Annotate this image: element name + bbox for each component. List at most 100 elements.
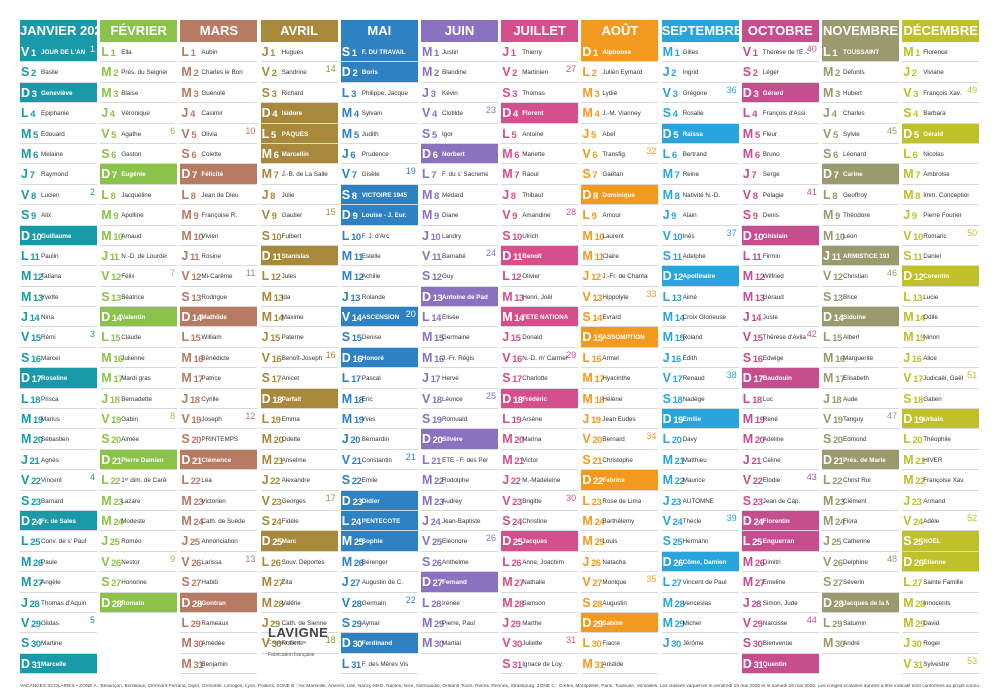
- day-number: 26: [109, 557, 121, 569]
- saint-name: Isidore: [281, 110, 303, 118]
- day-letter: J 22: [262, 474, 281, 488]
- day-letter: S 6: [181, 148, 196, 162]
- day-row: S 13 Brice: [822, 286, 899, 308]
- week-number: 27: [566, 64, 577, 75]
- day-row: D 11 Stanislas: [260, 245, 338, 267]
- weekday-letter: V: [21, 330, 29, 345]
- day-number: 6: [430, 149, 438, 161]
- weekday-letter: M: [261, 575, 272, 590]
- day-letter: M 1: [422, 46, 439, 60]
- day-letter: M 13: [21, 290, 43, 305]
- weekday-letter: M: [742, 146, 753, 161]
- weekday-letter: M: [903, 330, 914, 345]
- day-letter: J 20: [342, 433, 361, 447]
- weekday-letter: M: [582, 106, 593, 121]
- month-12: DÉCEMBRE M 1 Florence J 2 Viviane V 3 François…: [902, 20, 980, 675]
- day-number: 19: [268, 415, 281, 427]
- weekday-letter: D: [582, 473, 591, 488]
- day-row: M 14 Odile: [902, 307, 980, 328]
- day-letter: V 16: [262, 352, 282, 366]
- weekday-letter: M: [662, 330, 673, 345]
- day-letter: V 23: [502, 494, 522, 509]
- day-row: M 31 Aristide: [581, 654, 659, 675]
- month-header: MARS: [180, 20, 258, 42]
- weekday-letter: V: [341, 167, 350, 182]
- day-letter: D 31: [743, 657, 764, 672]
- saint-name: Pascal: [361, 375, 381, 383]
- day-letter: D 17: [743, 372, 764, 386]
- day-row: S 17 Charlotte: [501, 368, 579, 389]
- day-number: 24: [269, 516, 282, 528]
- day-letter: J 1: [502, 46, 516, 60]
- day-number: 14: [913, 313, 925, 325]
- day-number: 10: [348, 231, 361, 243]
- day-row: J 21 Céline: [741, 450, 819, 471]
- day-letter: D 28: [101, 596, 122, 611]
- saint-name: Bienvenue: [762, 640, 793, 648]
- day-letter: L 31: [342, 657, 361, 672]
- day-number: 8: [508, 190, 516, 202]
- day-number: 10: [510, 231, 522, 243]
- day-row: M 20 Marina: [501, 429, 579, 450]
- saint-name: Rodrigue: [201, 293, 227, 301]
- week-number: 41: [806, 186, 817, 197]
- saint-name: Matthieu: [682, 456, 707, 464]
- day-row: J 26 Natacha: [581, 552, 659, 573]
- weekday-letter: L: [582, 493, 590, 508]
- day-letter: M 25: [342, 535, 364, 549]
- saint-name: Yves: [361, 416, 376, 424]
- day-letter: J 8: [262, 188, 276, 203]
- day-row: L 26 Souv. Déportés: [260, 552, 338, 573]
- day-number: 28: [512, 598, 524, 610]
- week-number: 47: [886, 411, 897, 422]
- weekday-letter: S: [21, 493, 29, 508]
- day-row: D 14 Valentin: [100, 307, 178, 328]
- saint-name: François d'Assi.: [762, 110, 808, 118]
- day-row: V 23 Brigitte 30: [501, 491, 579, 511]
- day-row: L 5 Antoine: [501, 124, 579, 144]
- day-letter: V 17: [663, 372, 683, 386]
- day-row: D 2 Boris: [340, 62, 418, 83]
- day-row: L 1 Ella: [100, 42, 178, 63]
- day-letter: D 9: [342, 209, 358, 223]
- day-row: L 2 Julien Eymard: [581, 62, 659, 83]
- saint-name: Françoise Xav.: [923, 477, 965, 485]
- day-row: J 18 Aude: [822, 389, 899, 410]
- saint-name: Estelle: [361, 252, 381, 260]
- weekday-letter: D: [582, 45, 591, 59]
- day-letter: S 3: [502, 87, 517, 101]
- month-10: OCTOBRE V 1 Thérèse de l'E.-J. 40 S 2 Léger D …: [741, 20, 819, 675]
- day-letter: J 17: [422, 372, 441, 386]
- saint-name: Henri, Joël: [522, 293, 553, 301]
- saint-name: ÉTÉ - F. des Pères: [442, 456, 488, 464]
- day-number: 25: [510, 537, 523, 549]
- day-letter: V 13: [582, 290, 602, 305]
- day-letter: L 12: [262, 270, 281, 284]
- day-letter: L 22: [101, 474, 120, 488]
- day-row: L 25 Enguerran: [741, 531, 819, 552]
- day-row: M 7 Raoul: [501, 164, 579, 185]
- weekday-letter: M: [181, 636, 192, 651]
- day-letter: D 28: [181, 596, 202, 611]
- day-letter: V 11: [422, 250, 442, 264]
- day-row: D 30 Ferdinand: [340, 633, 418, 654]
- weekday-letter: V: [823, 412, 831, 427]
- day-row: M 15 Roland: [661, 327, 739, 348]
- day-number: 29: [349, 618, 362, 630]
- saint-name: Benoît: [522, 252, 542, 260]
- weekday-letter: D: [101, 310, 110, 325]
- day-number: 15: [188, 333, 201, 345]
- weekday-letter: L: [181, 45, 189, 59]
- day-number: 5: [509, 129, 517, 141]
- month-days: J 1 Thierry V 2 Martinien 27 S 3 Thomas D 4 Flor…: [501, 42, 579, 675]
- day-letter: V 8: [743, 188, 758, 203]
- weekday-letter: J: [181, 534, 188, 549]
- day-row: M 18 Éric: [340, 389, 418, 410]
- day-row: L 3 Philippe, Jacques: [340, 83, 418, 104]
- day-number: 29: [508, 618, 521, 630]
- day-letter: M 23: [422, 494, 444, 509]
- day-row: J 4 Casimir: [180, 103, 258, 124]
- weekday-letter: M: [742, 289, 753, 304]
- day-number: 5: [268, 129, 276, 141]
- day-row: D 19 Émilie: [661, 409, 739, 430]
